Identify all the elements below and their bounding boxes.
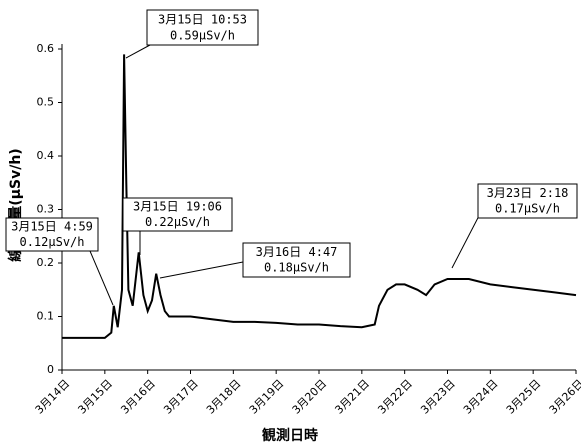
x-tick-label: 3月20日 — [290, 377, 330, 417]
callout-time: 3月15日 19:06 — [133, 200, 222, 214]
callout-arrow — [159, 261, 244, 279]
x-tick-label: 3月24日 — [461, 377, 501, 417]
x-tick-label: 3月14日 — [33, 377, 73, 417]
callout-box — [122, 197, 233, 232]
data-line — [62, 54, 577, 339]
callout-arrow — [451, 209, 483, 269]
callout-box — [5, 217, 99, 252]
x-tick-label: 3月25日 — [504, 377, 544, 417]
x-tick-label: 3月19日 — [247, 377, 287, 417]
callout-value: 0.12μSv/h — [19, 235, 84, 249]
x-tick-label: 3月21日 — [332, 377, 372, 417]
y-tick-label: 0.5 — [37, 96, 55, 109]
callout-value: 0.17μSv/h — [495, 202, 560, 216]
callout-box — [242, 242, 351, 278]
callout-time: 3月23日 2:18 — [487, 186, 569, 200]
x-tick-label: 3月23日 — [418, 377, 458, 417]
callout-arrow — [125, 44, 151, 59]
callout-time: 3月15日 4:59 — [11, 220, 93, 234]
x-tick-label: 3月16日 — [118, 377, 158, 417]
callout-value: 0.59μSv/h — [170, 28, 235, 42]
callout-box — [146, 9, 259, 46]
y-tick-label: 0.1 — [37, 310, 55, 323]
y-tick-label: 0.3 — [37, 203, 55, 216]
y-tick-label: 0.6 — [37, 42, 55, 55]
x-tick-label: 3月26日 — [547, 377, 581, 417]
x-tick-label: 3月15日 — [75, 377, 115, 417]
y-tick-label: 0.2 — [37, 256, 55, 269]
callout-box — [477, 183, 578, 219]
x-axis-label: 観測日時 — [262, 427, 318, 444]
x-tick-label: 3月17日 — [161, 377, 201, 417]
callout-value: 0.18μSv/h — [264, 261, 329, 275]
y-tick-label: 0 — [47, 363, 54, 376]
callout-time: 3月15日 10:53 — [158, 12, 247, 26]
callout-arrow — [89, 250, 114, 306]
y-tick-label: 0.4 — [37, 149, 55, 162]
callout-value: 0.22μSv/h — [145, 215, 210, 229]
x-tick-label: 3月18日 — [204, 377, 244, 417]
callout-time: 3月16日 4:47 — [256, 245, 338, 259]
x-tick-label: 3月22日 — [375, 377, 415, 417]
